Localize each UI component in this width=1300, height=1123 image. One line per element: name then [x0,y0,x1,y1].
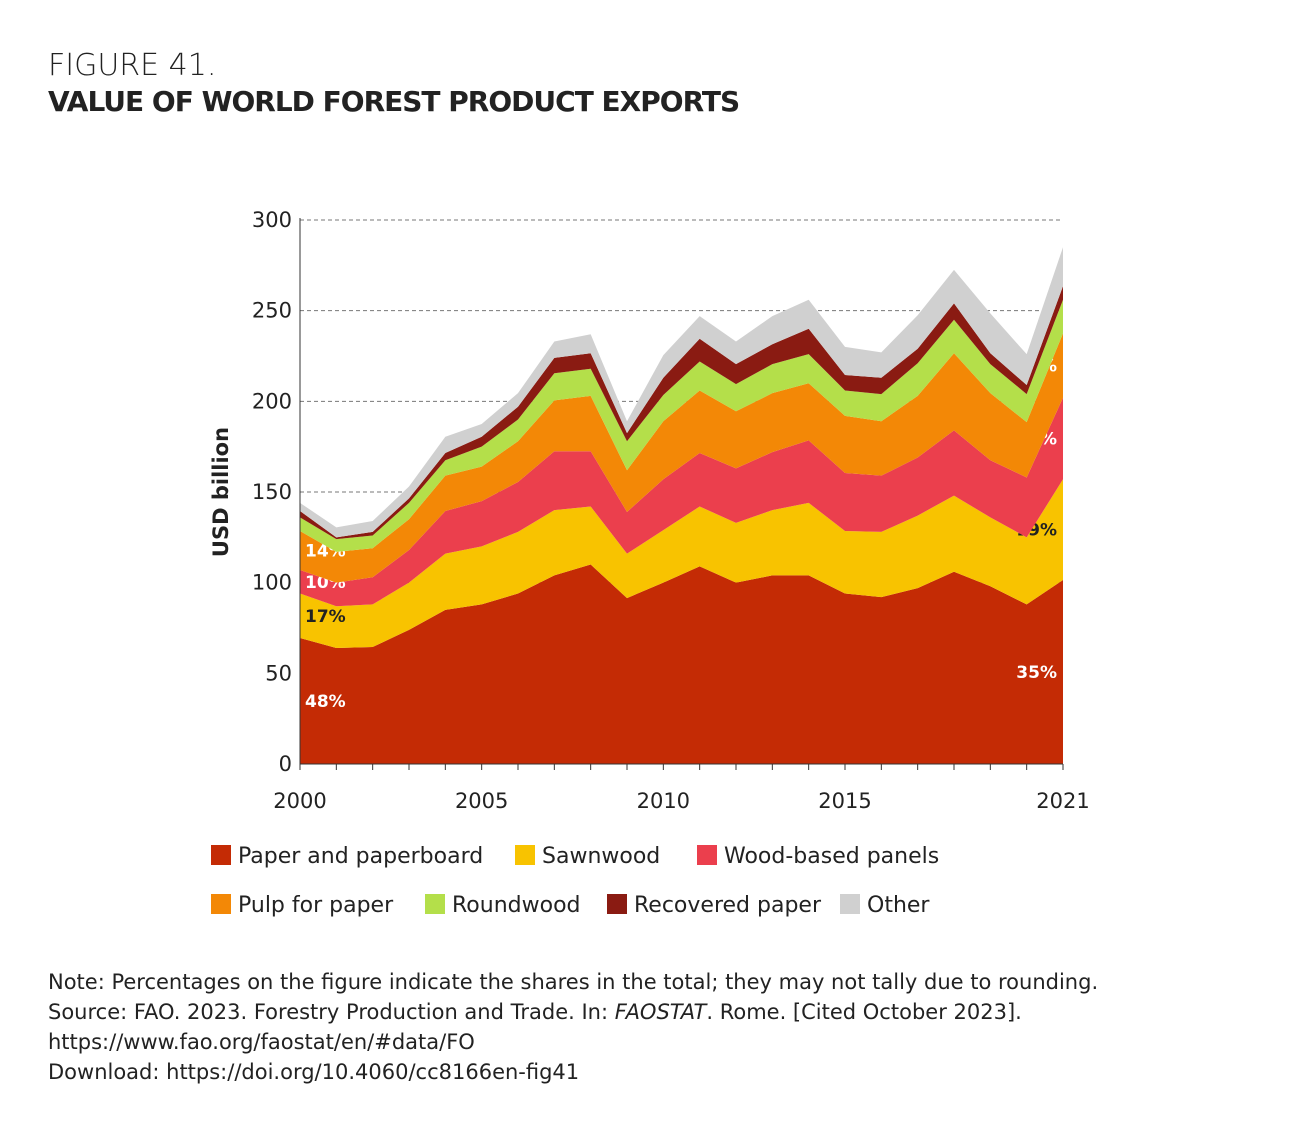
legend-label: Other [867,893,930,918]
x-tick-label: 2015 [818,789,871,813]
legend-swatch [515,845,535,865]
legend-label: Wood-based panels [724,844,939,869]
area [300,479,1063,648]
legend-label: Pulp for paper [238,893,394,918]
source: Source: FAO. 2023. Forestry Production a… [48,1000,1022,1024]
y-tick-label: 0 [279,752,292,776]
share-label: 35% [1016,663,1057,683]
source-part: Source: FAO. 2023. Forestry Production a… [48,1000,615,1024]
legend-swatch [607,894,627,914]
legend-swatch [211,845,231,865]
area [300,333,1063,583]
x-tick-label: 2021 [1036,789,1089,813]
legend-label: Sawnwood [542,844,660,869]
legend-label: Roundwood [452,893,581,918]
y-tick-label: 200 [252,389,292,413]
x-tick-label: 2010 [637,789,690,813]
source-part: FAOSTAT [615,1000,709,1024]
legend-item: Sawnwood [515,844,660,869]
legend-item: Recovered paper [607,893,822,918]
note: Note: Percentages on the figure indicate… [48,970,1098,994]
y-axis-label: USD billion [209,427,233,557]
y-tick-label: 300 [252,208,292,232]
source-part: . Rome. [Cited October 2023]. [706,1000,1021,1024]
x-tick-label: 2000 [273,789,326,813]
legend-label: Paper and paperboard [238,844,483,869]
figure-label: FIGURE 41. [48,48,216,83]
legend-swatch [697,845,717,865]
x-tick-label: 2005 [455,789,508,813]
area [300,564,1063,764]
area [300,397,1063,607]
legend-swatch [840,894,860,914]
plot-area: 05010015020025030048%35%17%19%10%16%14%1… [252,208,1090,813]
download: Download: https://doi.org/10.4060/cc8166… [48,1060,579,1084]
y-tick-label: 100 [252,571,292,595]
y-tick-label: 150 [252,480,292,504]
legend-item: Other [840,893,930,918]
legend-item: Paper and paperboard [211,844,483,869]
y-tick-label: 250 [252,299,292,323]
source-url: https://www.fao.org/faostat/en/#data/FO [48,1030,475,1054]
legend-item: Wood-based panels [697,844,939,869]
share-label: 17% [305,607,346,627]
legend-swatch [211,894,231,914]
y-tick-label: 50 [265,661,292,685]
legend-label: Recovered paper [634,893,822,918]
share-label: 48% [305,692,346,712]
legend-item: Roundwood [425,893,581,918]
legend-swatch [425,894,445,914]
chart-title: VALUE OF WORLD FOREST PRODUCT EXPORTS [48,85,739,118]
legend-item: Pulp for paper [211,893,394,918]
